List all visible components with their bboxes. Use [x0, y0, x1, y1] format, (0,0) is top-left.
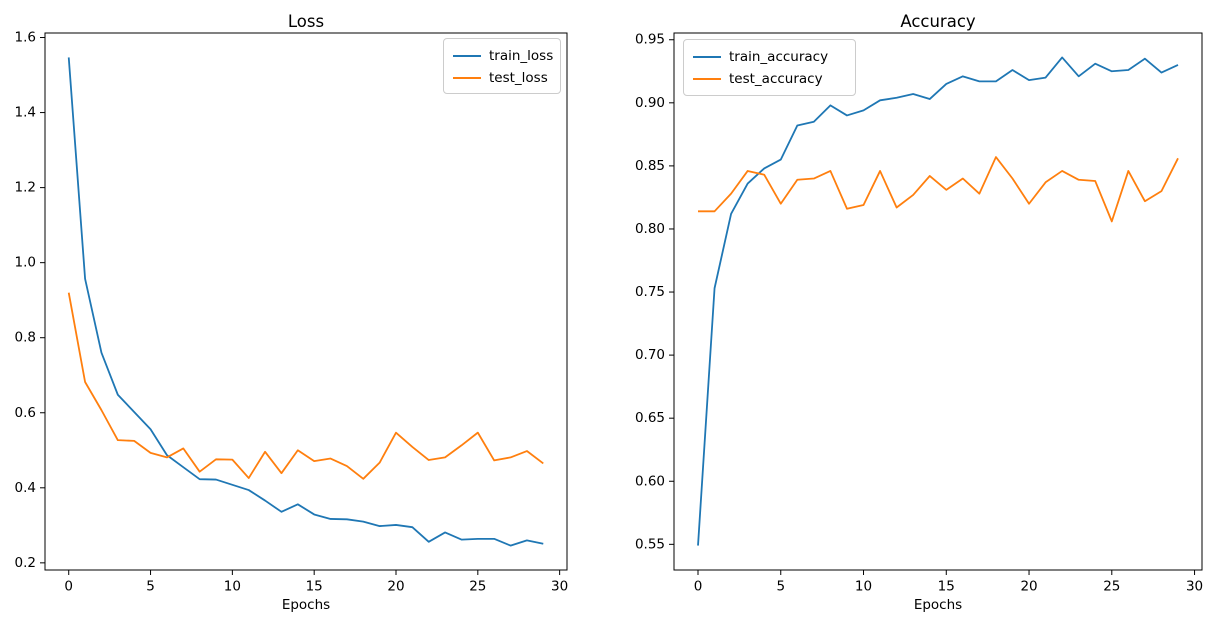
x-tick-label: 30 — [1186, 579, 1203, 595]
x-tick-label: 0 — [694, 579, 703, 595]
train-accuracy-legend-label: train_accuracy — [729, 49, 829, 65]
legend-row: test_accuracy — [693, 68, 845, 90]
x-tick-label: 10 — [855, 579, 872, 595]
loss-chart-title: Loss — [287, 12, 325, 31]
x-tick-label: 0 — [64, 579, 73, 595]
x-tick-label: 15 — [306, 579, 323, 595]
accuracy-chart: 0 5 10 15 20 25 30 0.55 0.60 0.65 0.70 0.75 0.80 0.85… — [635, 32, 1203, 595]
y-tick-label: 0.60 — [635, 473, 665, 489]
y-tick-label: 0.90 — [635, 95, 665, 111]
y-tick-label: 0.6 — [15, 405, 36, 421]
y-tick-label: 1.6 — [15, 30, 36, 46]
loss-xaxis-label: Epochs — [281, 597, 331, 613]
axes-frame — [673, 32, 1203, 571]
accuracy-chart-title: Accuracy — [900, 12, 976, 31]
x-tick-label: 25 — [1103, 579, 1120, 595]
accuracy-legend: train_accuracy test_accuracy — [683, 39, 856, 96]
x-tick-label: 20 — [387, 579, 404, 595]
train-loss-legend-label: train_loss — [489, 48, 554, 64]
legend-row: test_loss — [453, 67, 550, 89]
x-tick-label: 30 — [551, 579, 568, 595]
y-tick-label: 0.95 — [635, 32, 665, 48]
y-tick-label: 1.0 — [15, 255, 36, 271]
train-accuracy-line-swatch — [693, 56, 721, 58]
y-tick-label: 0.85 — [635, 158, 665, 174]
y-tick-label: 0.2 — [15, 555, 36, 571]
x-tick-label: 15 — [938, 579, 955, 595]
y-tick-label: 0.55 — [635, 536, 665, 552]
x-tick-label: 5 — [776, 579, 785, 595]
loss-chart: 0 5 10 15 20 25 30 0.2 0.4 0.6 0.8 1.0 1.2 1.4 1.6 — [15, 30, 569, 595]
x-tick-label: 10 — [224, 579, 241, 595]
y-tick-label: 0.65 — [635, 410, 665, 426]
legend-row: train_loss — [453, 45, 554, 67]
test-accuracy-legend-label: test_accuracy — [729, 71, 823, 87]
train_loss-line — [67, 57, 544, 547]
train_accuracy-line — [697, 56, 1179, 546]
y-tick-label: 1.2 — [15, 180, 36, 196]
x-tick-label: 5 — [146, 579, 155, 595]
x-tick-label: 25 — [469, 579, 486, 595]
y-tick-label: 1.4 — [15, 105, 36, 121]
accuracy-xaxis-label: Epochs — [913, 597, 963, 613]
y-tick-label: 0.80 — [635, 221, 665, 237]
test_loss-line — [67, 292, 544, 480]
test-loss-legend-label: test_loss — [489, 70, 548, 86]
legend-row: train_accuracy — [693, 46, 845, 68]
y-tick-label: 0.70 — [635, 347, 665, 363]
y-tick-label: 0.4 — [15, 480, 36, 496]
train-loss-line-swatch — [453, 55, 481, 57]
y-tick-label: 0.8 — [15, 330, 36, 346]
test-loss-line-swatch — [453, 77, 481, 79]
axes-frame — [44, 32, 568, 571]
test-accuracy-line-swatch — [693, 78, 721, 80]
loss-legend: train_loss test_loss — [443, 38, 561, 94]
y-tick-label: 0.75 — [635, 284, 665, 300]
x-tick-label: 20 — [1020, 579, 1037, 595]
test_accuracy-line — [698, 156, 1179, 223]
